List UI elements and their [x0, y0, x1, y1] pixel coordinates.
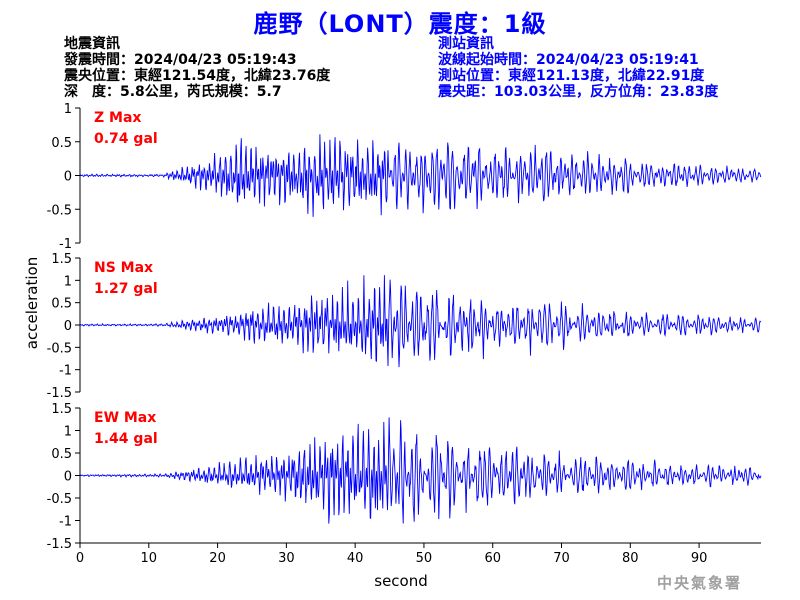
y-tick-label: 1.5 — [51, 402, 72, 417]
y-tick-label: -0.5 — [47, 341, 72, 356]
panel-label: NS Max — [94, 260, 153, 276]
panel-label: Z Max — [94, 110, 141, 126]
y-axis-title: acceleration — [23, 257, 41, 349]
panel-max-value: 1.44 gal — [94, 431, 158, 447]
x-tick-label: 80 — [622, 551, 639, 566]
station-wave-start: 波線起始時間：2024/04/23 05:19:41 — [438, 52, 699, 68]
waveform-line — [79, 417, 762, 524]
y-tick-label: 0.5 — [51, 447, 72, 462]
y-tick-label: 1 — [64, 274, 72, 289]
panel-max-value: 0.74 gal — [94, 131, 158, 147]
y-tick-label: -1.5 — [47, 386, 72, 401]
y-tick-label: 0 — [64, 470, 72, 485]
x-tick-label: 60 — [484, 551, 501, 566]
station-location: 測站位置：東經121.13度，北緯22.91度 — [438, 68, 705, 84]
y-tick-label: 0 — [64, 319, 72, 334]
y-tick-label: 0.5 — [51, 297, 72, 312]
y-tick-label: -1 — [59, 237, 72, 252]
quake-info-heading: 地震資訊 — [64, 36, 120, 52]
y-tick-label: -0.5 — [47, 492, 72, 507]
station-info-heading: 測站資訊 — [438, 36, 494, 52]
station-distance-azimuth: 震央距：103.03公里，反方位角：23.83度 — [438, 84, 719, 100]
y-tick-label: -0.5 — [47, 203, 72, 218]
x-axis-title: second — [374, 572, 428, 590]
seismogram-panel: 1.5 1 0.5 0 -0.5 -1 -1.5 EW Max 1.44 gal — [47, 402, 762, 552]
panel-max-value: 1.27 gal — [94, 281, 158, 297]
y-tick-label: 1.5 — [51, 252, 72, 267]
x-tick-label: 10 — [141, 551, 158, 566]
x-tick-label: 70 — [553, 551, 570, 566]
agency-credit: 中央氣象署 — [657, 574, 743, 592]
x-tick-label: 0 — [76, 551, 84, 566]
quake-info: 地震資訊 發震時間：2024/04/23 05:19:43 震央位置：東經121… — [64, 36, 330, 100]
station-info: 測站資訊 波線起始時間：2024/04/23 05:19:41 測站位置：東經1… — [438, 36, 718, 100]
y-tick-label: 0.5 — [51, 136, 72, 151]
x-tick-label: 20 — [209, 551, 226, 566]
x-tick-label: 30 — [278, 551, 295, 566]
y-tick-label: 1 — [64, 425, 72, 440]
y-tick-label: -1.5 — [47, 537, 72, 552]
quake-epicenter: 震央位置：東經121.54度，北緯23.76度 — [64, 68, 331, 84]
x-tick-label: 90 — [691, 551, 708, 566]
waveform-line — [79, 134, 762, 217]
quake-depth-magnitude: 深 度：5.8公里，芮氏規模：5.7 — [64, 84, 282, 100]
x-tick-label: 50 — [416, 551, 433, 566]
y-tick-label: 1 — [64, 102, 72, 117]
y-tick-label: -1 — [59, 364, 72, 379]
x-tick-label: 40 — [347, 551, 364, 566]
seismogram-panel: 1.5 1 0.5 0 -0.5 -1 -1.5 NS Max 1.27 gal — [47, 252, 762, 401]
page-title: 鹿野（LONT）震度：1級 — [253, 10, 547, 38]
y-tick-label: 0 — [64, 170, 72, 185]
waveform-line — [80, 275, 762, 368]
quake-origin-time: 發震時間：2024/04/23 05:19:43 — [64, 52, 297, 68]
seismogram-panel: 1 0.5 0 -0.5 -1 Z Max 0.74 gal — [47, 102, 762, 252]
panel-label: EW Max — [94, 410, 156, 426]
y-tick-label: -1 — [59, 515, 72, 530]
